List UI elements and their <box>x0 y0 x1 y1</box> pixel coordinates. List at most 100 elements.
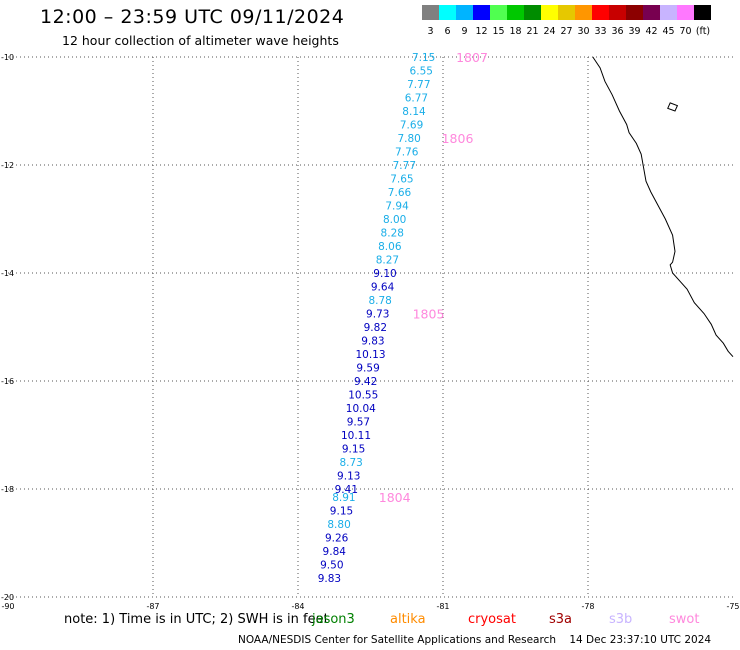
legend-bin-label: 45 <box>662 26 675 37</box>
swh-value: 9.59 <box>356 363 379 375</box>
legend-unit: (ft) <box>695 26 711 37</box>
lat-tick-label: -10 <box>1 53 14 62</box>
satellite-name: s3a <box>549 612 573 627</box>
legend-swatch <box>490 5 507 20</box>
legend-bin-label: 33 <box>594 26 607 37</box>
coastline <box>592 56 734 358</box>
swh-value: 7.66 <box>388 187 412 199</box>
credit-line: NOAA/NESDIS Center for Satellite Applica… <box>238 634 712 646</box>
legend-swatch <box>456 5 473 20</box>
swh-value: 7.65 <box>390 174 413 186</box>
legend-bin-label: 30 <box>577 26 590 37</box>
swh-value: 8.78 <box>368 295 391 307</box>
swh-value: 9.84 <box>323 546 347 558</box>
swh-value: 6.55 <box>410 66 433 78</box>
legend-swatch <box>422 5 439 20</box>
legend-swatch <box>524 5 541 20</box>
swh-value: 7.76 <box>395 147 419 159</box>
legend-swatch <box>473 5 490 20</box>
lon-tick-label: -81 <box>436 602 449 611</box>
swh-value: 8.14 <box>402 106 426 118</box>
swh-value: 9.13 <box>337 471 360 483</box>
lon-tick-label: -90 <box>1 602 14 611</box>
swh-value: 8.91 <box>332 492 355 504</box>
swh-value: 9.42 <box>354 376 377 388</box>
swh-value: 6.77 <box>405 93 428 105</box>
legend-swatch <box>626 5 643 20</box>
island <box>667 102 679 112</box>
lon-tick-label: -87 <box>146 602 159 611</box>
swh-value: 7.69 <box>400 120 423 132</box>
map-subtitle: 12 hour collection of altimeter wave hei… <box>62 33 339 48</box>
legend-swatch <box>439 5 456 20</box>
swh-value: 9.83 <box>361 336 384 348</box>
satellite-name: cryosat <box>468 612 516 627</box>
legend-swatch <box>575 5 592 20</box>
swh-value: 9.73 <box>366 309 389 321</box>
swh-value: 9.50 <box>320 560 343 572</box>
legend-swatch <box>558 5 575 20</box>
legend-bin-label: 39 <box>628 26 641 37</box>
swh-value: 9.41 <box>335 484 358 496</box>
legend-swatch <box>643 5 660 20</box>
legend-bin-label: 9 <box>461 26 468 37</box>
swh-value: 8.73 <box>339 457 362 469</box>
legend-swatch <box>609 5 626 20</box>
swh-value: 8.00 <box>383 214 406 226</box>
lat-tick-label: -12 <box>1 161 14 170</box>
satellite-name: altika <box>390 612 426 627</box>
swh-value: 9.64 <box>371 282 395 294</box>
swh-value: 9.82 <box>364 322 387 334</box>
satellite-name: jason3 <box>312 612 355 627</box>
lat-tick-label: -18 <box>1 485 14 494</box>
swh-value: 7.77 <box>393 160 416 172</box>
swh-value: 7.80 <box>397 133 420 145</box>
lat-tick-label: -14 <box>1 269 14 278</box>
legend-bin-label: 70 <box>679 26 692 37</box>
swh-value: 9.57 <box>347 417 370 429</box>
legend-bin-label: 24 <box>543 26 556 37</box>
lon-tick-label: -75 <box>726 602 739 611</box>
pass-time-label: 1805 <box>413 307 445 322</box>
swh-value: 9.15 <box>342 444 365 456</box>
satellite-name: s3b <box>609 612 633 627</box>
swh-value: 10.11 <box>341 430 371 442</box>
swh-value: 8.06 <box>378 241 402 253</box>
legend-bin-label: 18 <box>509 26 522 37</box>
legend-swatch <box>694 5 711 20</box>
lat-tick-label: -20 <box>1 593 14 602</box>
swh-value: 7.77 <box>407 79 430 91</box>
legend-swatch <box>660 5 677 20</box>
legend-bin-label: 12 <box>475 26 488 37</box>
legend-bin-label: 42 <box>645 26 658 37</box>
swh-value: 7.94 <box>385 201 409 213</box>
lat-tick-label: -16 <box>1 377 14 386</box>
legend-bin-label: 15 <box>492 26 505 37</box>
legend-bin-label: 6 <box>444 26 451 37</box>
map-title: 12:00 – 23:59 UTC 09/11/2024 <box>40 6 345 28</box>
swh-value: 9.26 <box>325 533 349 545</box>
swh-value: 8.27 <box>376 255 399 267</box>
lon-tick-label: -84 <box>291 602 304 611</box>
swh-value: 9.83 <box>318 573 341 585</box>
swh-value: 8.28 <box>381 228 404 240</box>
lon-tick-label: -78 <box>581 602 594 611</box>
legend-swatch <box>677 5 694 20</box>
legend-swatch <box>541 5 558 20</box>
legend-swatch <box>592 5 609 20</box>
pass-time-label: 1806 <box>442 131 474 146</box>
swh-value: 9.10 <box>373 268 396 280</box>
legend-bin-label: 36 <box>611 26 624 37</box>
legend-bin-label: 3 <box>427 26 434 37</box>
satellite-name: swot <box>669 612 700 627</box>
legend-bin-label: 27 <box>560 26 573 37</box>
swh-value: 9.15 <box>330 506 353 518</box>
legend-bin-label: 21 <box>526 26 539 37</box>
swh-value: 7.15 <box>412 52 435 64</box>
swh-value: 10.55 <box>348 390 378 402</box>
swh-value: 10.13 <box>355 349 385 361</box>
swh-value: 8.80 <box>327 519 350 531</box>
pass-time-label: 1807 <box>456 50 488 65</box>
pass-time-label: 1804 <box>379 490 411 505</box>
